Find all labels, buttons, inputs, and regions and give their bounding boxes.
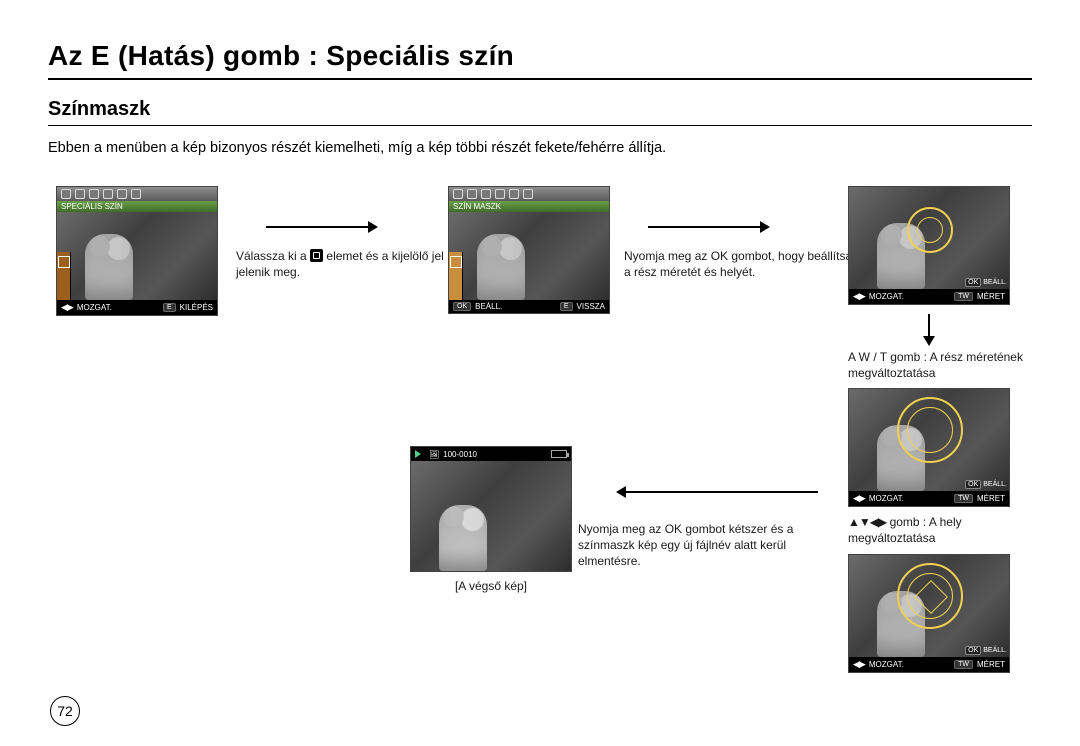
- flow-layout: SPECIÁLIS SZÍN ◀▶ MOZGAT. E KILÉPÉS Vála…: [48, 186, 1032, 716]
- camera-screen-4: OK BEÁLL. ◀▶ MOZGAT. TW MÉRET: [848, 388, 1010, 507]
- target-move-icon: [897, 563, 963, 629]
- screen4-tw-key: TW: [954, 494, 973, 503]
- battery-icon: [551, 450, 567, 458]
- final-photo: [411, 461, 571, 571]
- page-number: 72: [50, 696, 80, 726]
- screen3-move-label: MOZGAT.: [869, 292, 904, 301]
- nav-lr-icon: ◀▶: [853, 493, 865, 504]
- screen5-ok-key: OK: [965, 646, 981, 655]
- camera-screen-3: OK BEÁLL. ◀▶ MOZGAT. TW MÉRET: [848, 186, 1010, 305]
- screen1-header: SPECIÁLIS SZÍN: [57, 201, 217, 212]
- nav-lr-icon: ◀▶: [853, 659, 865, 670]
- screen1-move-label: MOZGAT.: [77, 303, 112, 312]
- screen2-set-label: BEÁLL.: [475, 302, 502, 311]
- screen5-tw-key: TW: [954, 660, 973, 669]
- screen3-ok-key: OK: [965, 278, 981, 287]
- screen3-ok-label: BEÁLL.: [983, 279, 1007, 286]
- camera-screen-2: SZÍN MASZK OK BEÁLL. E VISSZA: [448, 186, 610, 314]
- intro-text: Ebben a menüben a kép bizonyos részét ki…: [48, 140, 1032, 156]
- target-circle-big-icon: [897, 397, 963, 463]
- screen4-ok-label: BEÁLL.: [983, 481, 1007, 488]
- screen5-move-label: MOZGAT.: [869, 660, 904, 669]
- caption-1a: Válassza ki a: [236, 249, 307, 263]
- screen2-header: SZÍN MASZK: [449, 201, 609, 212]
- screen4-size-label: MÉRET: [977, 494, 1005, 503]
- playback-icon: [415, 450, 421, 458]
- screen5-photo: OK BEÁLL.: [849, 555, 1009, 657]
- caption-2: Nyomja meg az OK gombot, hogy beállítsa …: [624, 248, 854, 280]
- selection-tab-icon: [57, 252, 71, 300]
- nav-lr-icon: ◀▶: [61, 302, 73, 313]
- screen3-photo: OK BEÁLL.: [849, 187, 1009, 289]
- file-number-icon: 🖼: [429, 450, 439, 459]
- flow-arrow-icon: [648, 226, 768, 228]
- screen2-e-key: E: [560, 302, 573, 311]
- screen5-size-label: MÉRET: [977, 660, 1005, 669]
- caption-4: ▲▼◀▶ gomb : A hely megváltoztatása: [848, 514, 1048, 546]
- screen4-photo: OK BEÁLL.: [849, 389, 1009, 491]
- screen2-ok-key: OK: [453, 302, 471, 311]
- camera-screen-final: 🖼 100-0010: [410, 446, 572, 572]
- section-subtitle: Színmaszk: [48, 98, 1032, 126]
- final-caption: [A végső kép]: [410, 578, 572, 594]
- screen5-footer: ◀▶ MOZGAT. TW MÉRET: [849, 657, 1009, 672]
- screen4-ok-key: OK: [965, 480, 981, 489]
- screen3-tw-key: TW: [954, 292, 973, 301]
- mask-tool-icon: [310, 249, 323, 262]
- screen2-footer: OK BEÁLL. E VISSZA: [449, 300, 609, 313]
- screen3-size-label: MÉRET: [977, 292, 1005, 301]
- screen4-move-label: MOZGAT.: [869, 494, 904, 503]
- screen4-footer: ◀▶ MOZGAT. TW MÉRET: [849, 491, 1009, 506]
- flow-arrow-icon: [266, 226, 376, 228]
- camera-screen-5: OK BEÁLL. ◀▶ MOZGAT. TW MÉRET: [848, 554, 1010, 673]
- target-circle-icon: [907, 207, 953, 253]
- nav-lr-icon: ◀▶: [853, 291, 865, 302]
- selection-tab-icon: [449, 252, 463, 300]
- screen3-footer: ◀▶ MOZGAT. TW MÉRET: [849, 289, 1009, 304]
- screen1-footer: ◀▶ MOZGAT. E KILÉPÉS: [57, 300, 217, 315]
- camera-screen-1: SPECIÁLIS SZÍN ◀▶ MOZGAT. E KILÉPÉS: [56, 186, 218, 316]
- caption-ok-twice: Nyomja meg az OK gombot kétszer és a szí…: [578, 521, 808, 570]
- screen1-e-key: E: [163, 303, 176, 312]
- page-title: Az E (Hatás) gomb : Speciális szín: [48, 40, 1032, 80]
- screen2-photo: [449, 212, 609, 300]
- nav-arrows-icon: ▲▼◀▶: [848, 515, 886, 529]
- screen1-exit-label: KILÉPÉS: [180, 303, 213, 312]
- screen1-photo: [57, 212, 217, 300]
- flow-arrow-down-icon: [928, 314, 930, 344]
- screen2-back-label: VISSZA: [577, 302, 605, 311]
- file-number: 100-0010: [443, 450, 477, 459]
- screen5-ok-label: BEÁLL.: [983, 647, 1007, 654]
- caption-1: Válassza ki a elemet és a kijelölő jel j…: [236, 248, 456, 280]
- caption-3: A W / T gomb : A rész méretének megválto…: [848, 349, 1048, 381]
- flow-arrow-left-icon: [618, 491, 818, 493]
